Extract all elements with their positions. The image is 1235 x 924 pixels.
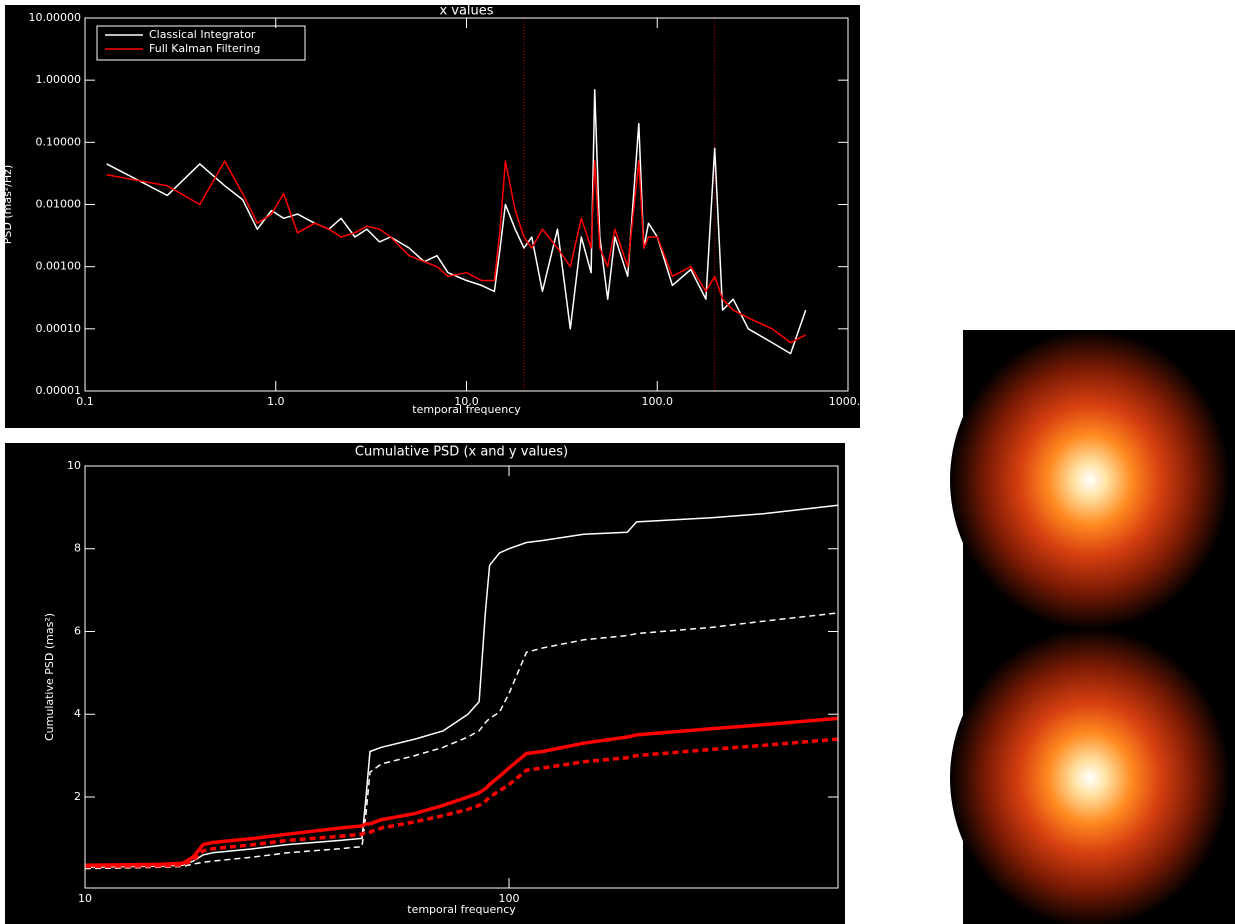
y-tick-label: 0.10000	[36, 135, 82, 148]
y-axis-label: Cumulative PSD (mas²)	[43, 613, 56, 741]
plot-area	[106, 89, 807, 355]
x-tick-label: 10	[78, 892, 92, 905]
y-tick-label: 8	[74, 542, 81, 555]
x-tick-label: 10.0	[454, 395, 479, 408]
y-tick-label: 0.00010	[36, 322, 82, 335]
chart-background	[5, 443, 845, 924]
x-axis-label: temporal frequency	[407, 903, 516, 916]
y-tick-label: 10	[67, 459, 81, 472]
y-tick-label: 10.00000	[29, 11, 82, 24]
x-tick-label: 0.1	[76, 395, 94, 408]
y-tick-label: 0.00100	[36, 260, 82, 273]
psf-image-top	[950, 330, 1230, 630]
series-line	[85, 504, 838, 869]
psf-image-bottom	[950, 628, 1230, 924]
y-tick-label: 4	[74, 707, 81, 720]
x-tick-label: 1.0	[267, 395, 285, 408]
legend-label: Full Kalman Filtering	[149, 42, 260, 55]
chart-background	[5, 5, 860, 428]
legend-label: Classical Integrator	[149, 28, 256, 41]
chart: 0.1 1.0 10.0 100.0 1000.0 0.00001 0.00010 0.001…	[1, 4, 868, 428]
chart-title: x values	[439, 4, 493, 19]
chart: 10 100 2 4 6 8 10 Cumulative PSD (x and y value…	[5, 443, 845, 924]
y-axis-label: PSD (mas²/Hz)	[1, 165, 14, 245]
y-tick-label: 0.00001	[36, 384, 82, 397]
psf-panel	[950, 330, 1235, 924]
series-line	[106, 89, 807, 355]
series-line	[106, 160, 807, 344]
series-line	[85, 737, 838, 869]
legend-box	[96, 25, 306, 61]
series-line	[85, 612, 838, 870]
y-tick-label: 6	[74, 624, 81, 637]
x-axis-label: temporal frequency	[412, 403, 521, 416]
plot-area	[85, 504, 838, 870]
chart-title: Cumulative PSD (x and y values)	[355, 445, 568, 460]
y-tick-label: 2	[74, 790, 81, 803]
x-tick-label: 100	[498, 892, 519, 905]
axis-box	[84, 465, 839, 889]
y-tick-label: 0.01000	[36, 198, 82, 211]
x-tick-label: 1000.0	[829, 395, 868, 408]
x-tick-label: 100.0	[642, 395, 674, 408]
series-line	[85, 716, 838, 867]
y-tick-label: 1.00000	[36, 73, 82, 86]
